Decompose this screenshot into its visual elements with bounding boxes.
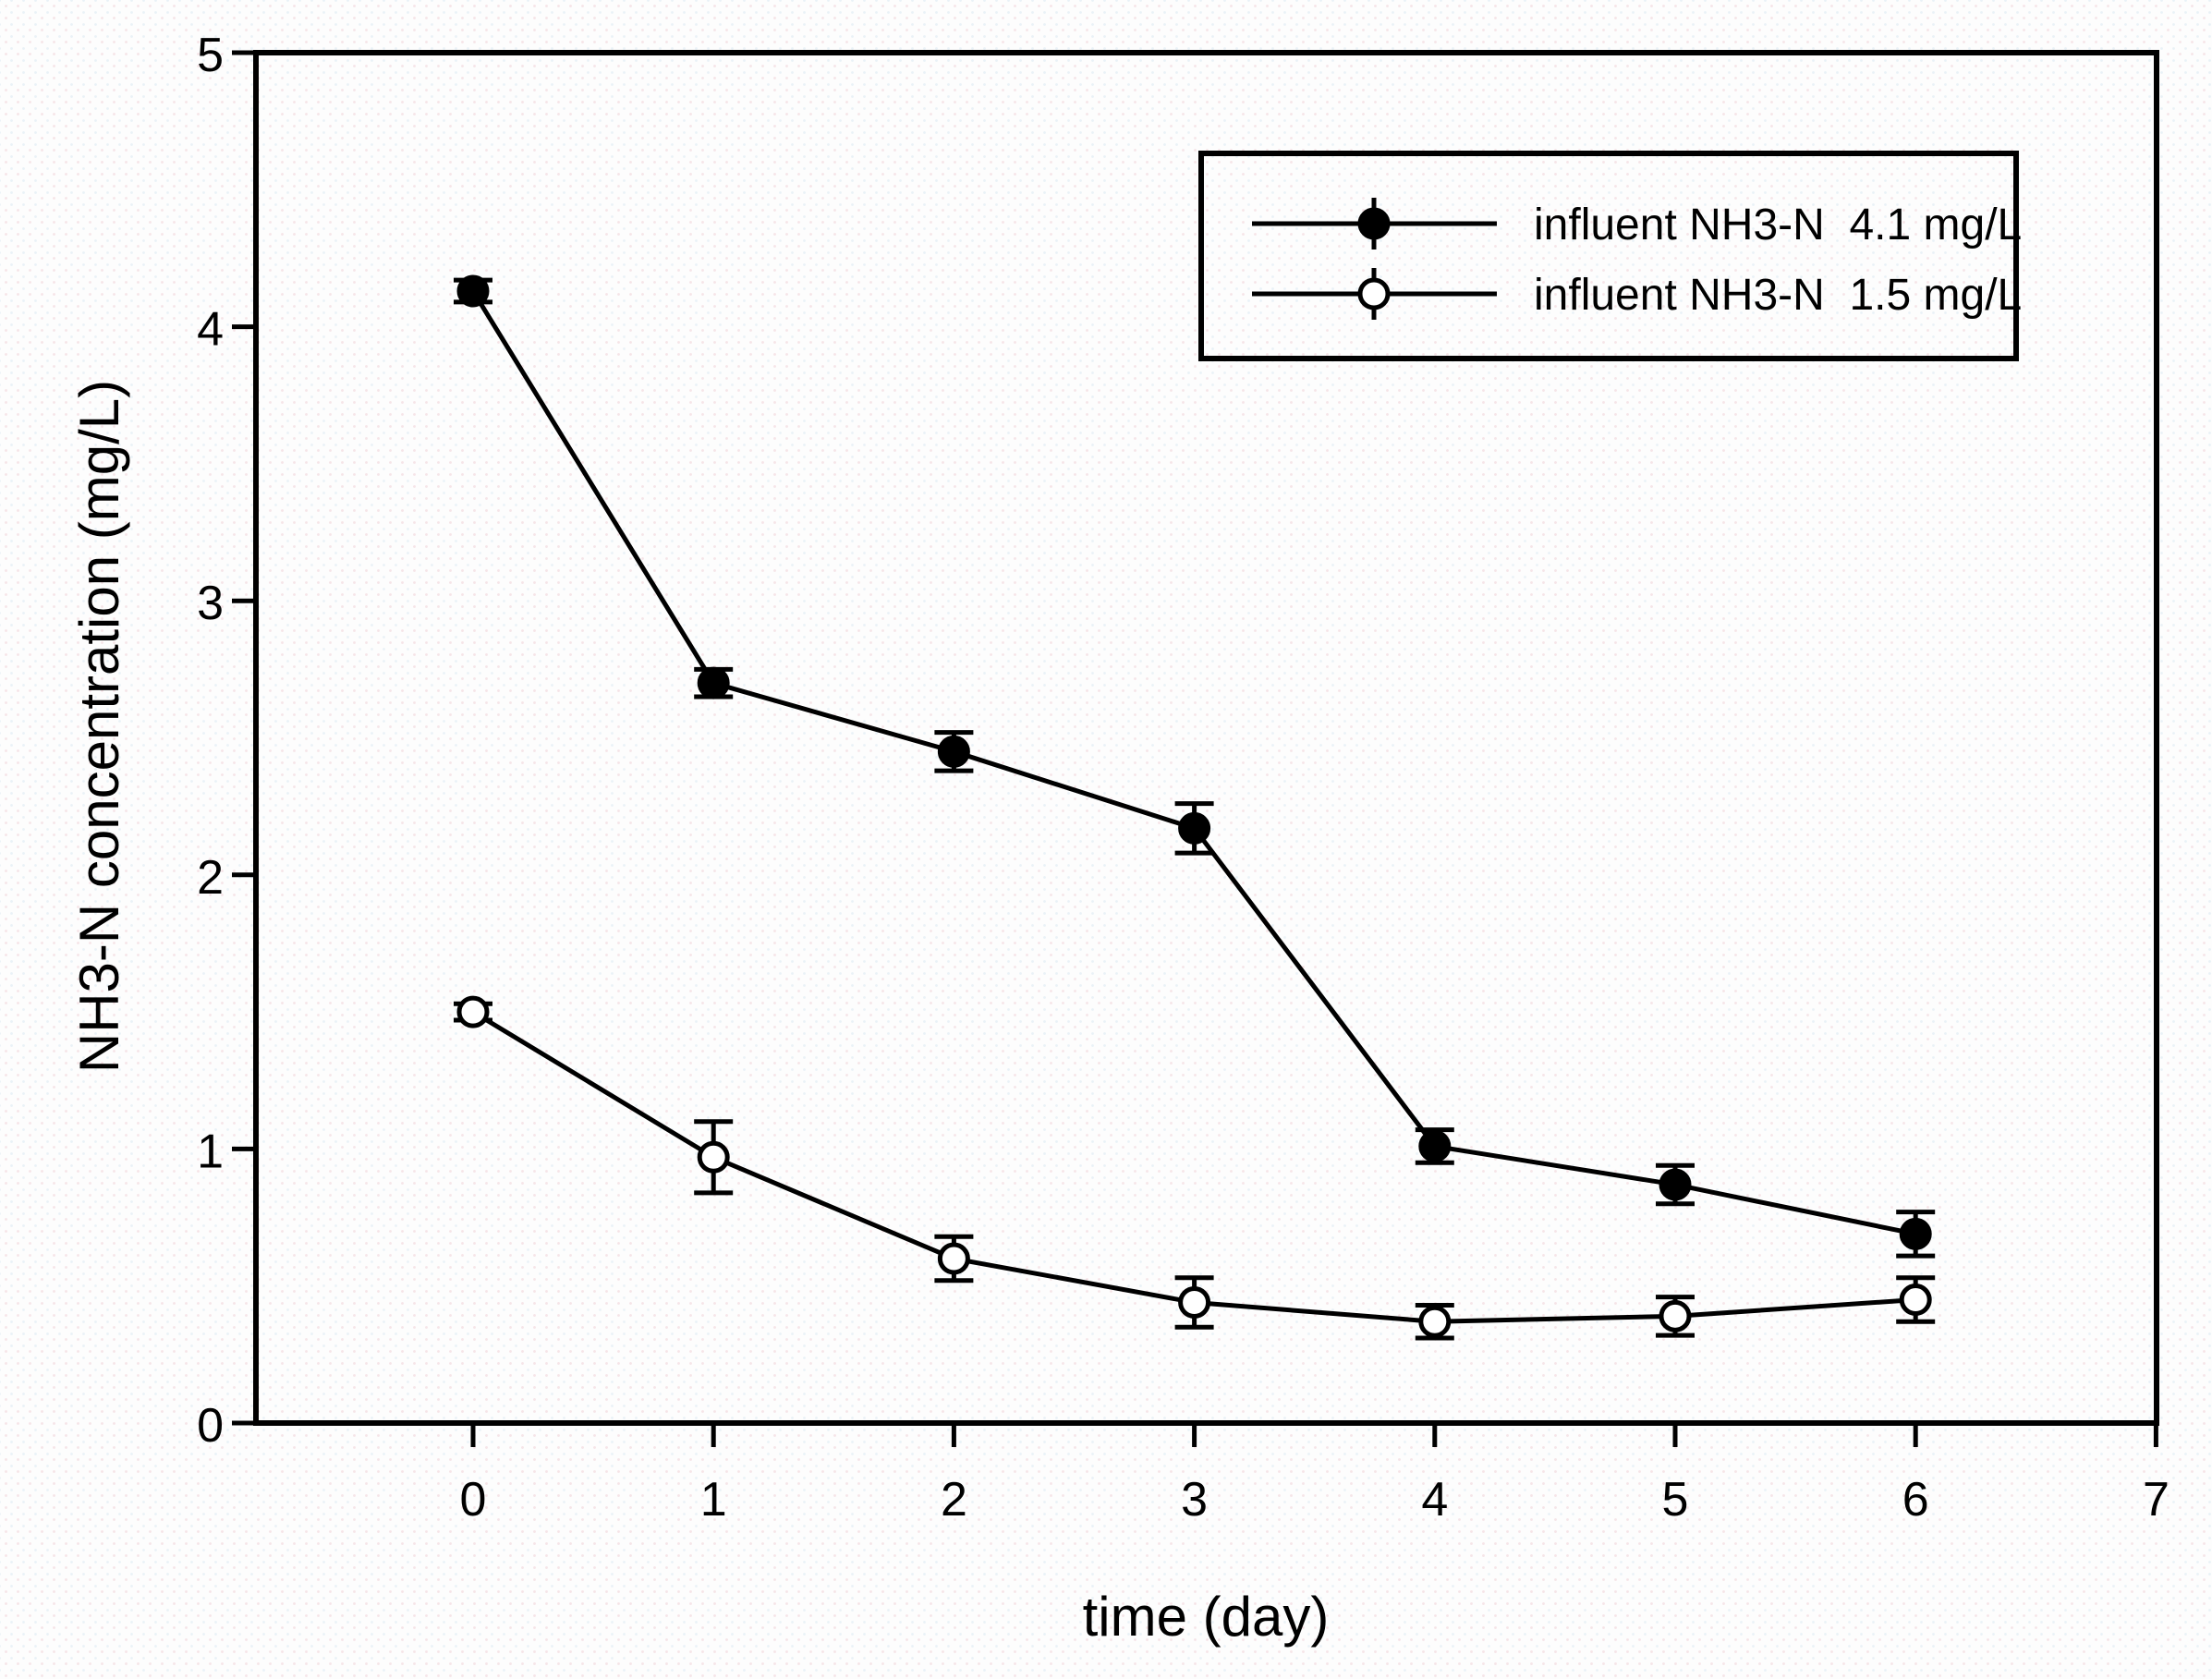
series-open-circle [454, 995, 1936, 1341]
data-point-marker [1418, 1305, 1452, 1338]
data-point-marker [1178, 811, 1211, 845]
data-point-marker [1899, 1284, 1932, 1317]
series-filled-circle [454, 274, 1936, 1259]
series-line [470, 289, 1916, 1236]
legend-group: influent NH3-N 4.1 mg/L influent NH3-N 1.… [1198, 151, 2022, 361]
x-axis-label: time (day) [1083, 1586, 1330, 1648]
y-tick-label: 3 [197, 577, 224, 630]
data-point-marker [937, 1242, 970, 1275]
data-point-marker [1659, 1168, 1692, 1201]
axis-ticks-group: 0 1 2 3 4 5 6 7 0 1 2 3 4 5 [197, 29, 2169, 1527]
data-point-marker [697, 1140, 730, 1174]
x-tick-label: 3 [1181, 1473, 1208, 1527]
y-tick-label: 4 [197, 303, 224, 357]
legend-label: influent NH3-N 1.5 mg/L [1534, 271, 2022, 320]
data-series-group [454, 274, 1936, 1341]
legend-marker [1357, 207, 1391, 240]
plot-frame [253, 50, 2159, 1426]
x-tick-label: 5 [1662, 1473, 1689, 1527]
data-point-marker [1178, 1285, 1211, 1319]
legend-box [1198, 151, 2019, 361]
data-point-marker [456, 995, 490, 1028]
y-tick-label: 5 [197, 29, 224, 82]
x-tick-label: 4 [1421, 1473, 1448, 1527]
series-line [471, 1009, 1916, 1324]
data-point-marker [456, 274, 490, 308]
x-tick-label: 6 [1902, 1473, 1929, 1527]
data-point-marker [937, 735, 970, 768]
y-axis-label: NH3-N concentration (mg/L) [68, 380, 130, 1073]
y-tick-label: 1 [197, 1125, 224, 1178]
data-point-marker [1418, 1129, 1452, 1162]
plot-frame-group [253, 50, 2159, 1426]
x-tick-label: 1 [700, 1473, 727, 1527]
y-tick-label: 2 [197, 851, 224, 905]
y-tick-label: 0 [197, 1399, 224, 1453]
x-tick-label: 2 [941, 1473, 967, 1527]
x-tick-label: 7 [2143, 1473, 2169, 1527]
legend-label: influent NH3-N 4.1 mg/L [1534, 201, 2022, 249]
x-tick-label: 0 [460, 1473, 487, 1527]
data-point-marker [697, 666, 730, 700]
data-point-marker [1659, 1299, 1692, 1332]
data-point-marker [1899, 1217, 1932, 1250]
legend-marker [1357, 277, 1391, 310]
